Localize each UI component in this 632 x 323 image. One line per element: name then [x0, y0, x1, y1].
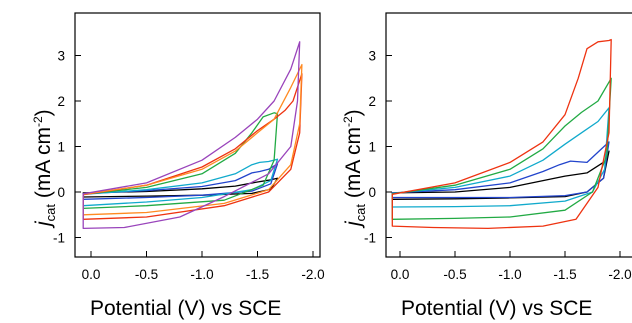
- cv-curve: [82, 158, 279, 207]
- y-tick-label: 1: [57, 140, 65, 155]
- left-cv-chart: 0.0 -0.5 -1.0 -1.5 -2.0 3 2 1 0 -1 Potential (V)…: [31, 12, 325, 320]
- y-tick-label: 3: [57, 49, 65, 64]
- x-axis-title: Potential (V) vs SCE: [90, 297, 281, 320]
- x-tick-label: -1.0: [190, 267, 213, 282]
- x-tick-label: -2.0: [301, 267, 324, 282]
- cv-curve: [82, 177, 279, 198]
- x-tick-label: 0.0: [82, 267, 101, 282]
- x-axis-title: Potential (V) vs SCE: [401, 297, 592, 320]
- y-tick-labels: 3 2 1 0 -1: [53, 49, 65, 246]
- cv-curve: [82, 63, 303, 216]
- y-tick-label: -1: [53, 231, 65, 246]
- cv-curve: [82, 41, 301, 230]
- x-tick-label: -1.0: [498, 267, 521, 282]
- y-tick-label: 2: [368, 94, 376, 109]
- x-tick-label: -1.5: [553, 267, 576, 282]
- y-tick-labels: 3 2 1 0 -1: [364, 49, 376, 246]
- plot-area-frame: [74, 12, 321, 258]
- y-tick-label: 1: [368, 140, 376, 155]
- y-tick-label: 2: [57, 94, 65, 109]
- cv-curve: [391, 77, 612, 220]
- y-axis-title: jcat (mA cm-2): [31, 109, 58, 229]
- y-tick-label: 0: [57, 185, 65, 200]
- cv-curve: [82, 112, 279, 210]
- cv-curve: [391, 150, 610, 200]
- plot-area-frame: [385, 12, 632, 258]
- axis-ticks: [75, 55, 314, 257]
- cv-curve: [82, 163, 279, 200]
- cv-curve: [391, 141, 610, 199]
- axis-ticks: [386, 55, 621, 257]
- x-tick-label: 0.0: [391, 267, 410, 282]
- x-tick-label: -2.0: [608, 267, 631, 282]
- x-tick-label: -0.5: [443, 267, 466, 282]
- cv-curve: [82, 73, 303, 220]
- x-tick-label: -0.5: [135, 267, 158, 282]
- right-cv-chart: 0.0 -0.5 -1.0 -1.5 -2.0 3 2 1 0 -1 Potential (V)…: [341, 12, 632, 320]
- x-tick-labels: 0.0 -0.5 -1.0 -1.5 -2.0: [391, 267, 632, 282]
- y-tick-label: 0: [368, 185, 376, 200]
- y-tick-label: -1: [364, 231, 376, 246]
- x-tick-labels: 0.0 -0.5 -1.0 -1.5 -2.0: [82, 267, 325, 282]
- series-group: [82, 41, 303, 230]
- series-group: [391, 38, 612, 230]
- cv-curve: [391, 38, 612, 230]
- y-tick-label: 3: [368, 49, 376, 64]
- x-tick-label: -1.5: [246, 267, 269, 282]
- y-axis-title: jcat (mA cm-2): [341, 109, 368, 229]
